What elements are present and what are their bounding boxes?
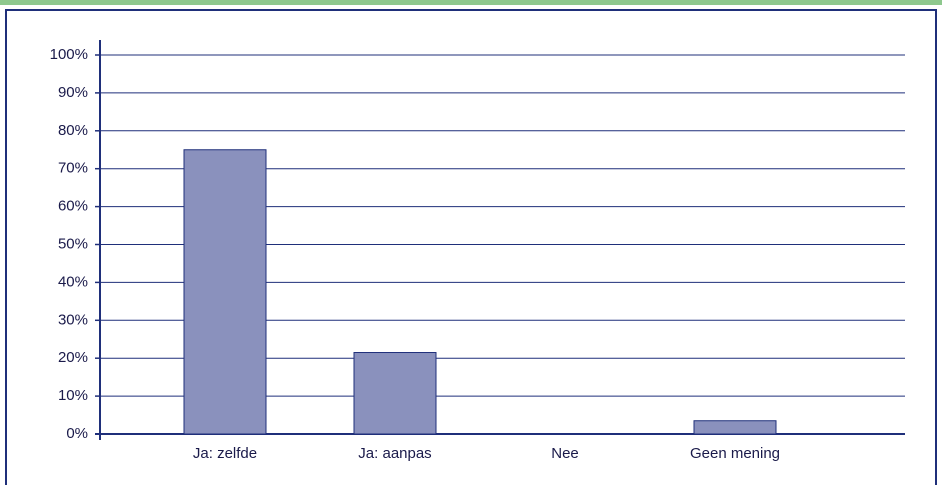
y-tick-label: 60%	[58, 198, 88, 215]
y-tick-label: 10%	[58, 387, 88, 404]
y-tick-label: 30%	[58, 311, 88, 328]
bar	[693, 420, 777, 435]
y-tick-label: 90%	[58, 84, 88, 101]
y-tick-label: 20%	[58, 349, 88, 366]
x-tick-label: Geen mening	[690, 445, 780, 462]
bar	[183, 149, 267, 435]
x-tick-label: Nee	[551, 445, 579, 462]
y-tick-label: 70%	[58, 160, 88, 177]
y-tick-label: 50%	[58, 235, 88, 252]
bar	[353, 352, 437, 435]
frame	[5, 9, 937, 485]
x-tick-label: Ja: zelfde	[193, 445, 257, 462]
y-tick-label: 0%	[66, 425, 88, 442]
y-tick-label: 40%	[58, 273, 88, 290]
y-tick-label: 100%	[50, 46, 88, 63]
y-tick-label: 80%	[58, 122, 88, 139]
x-tick-label: Ja: aanpas	[358, 445, 431, 462]
top-bar	[0, 0, 942, 5]
